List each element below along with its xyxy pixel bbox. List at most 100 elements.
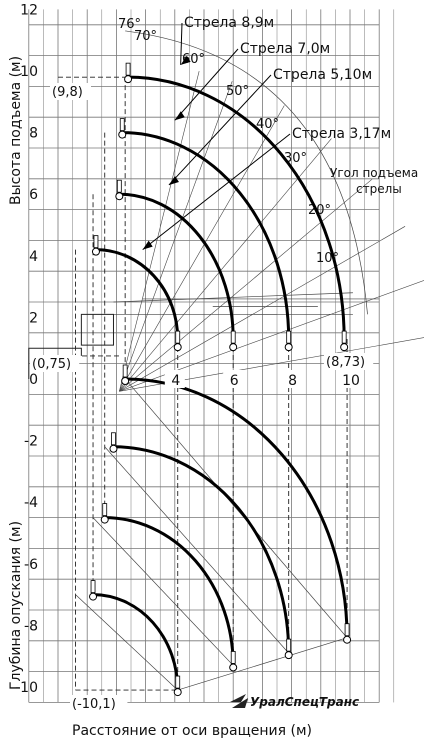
angle-caption-line1: Угол подъема xyxy=(330,166,418,180)
tick-labels: 12 10 8 6 4 2 0 -2 -4 -6 -8 -10 4 6 8 10 xyxy=(15,2,360,696)
hook-body xyxy=(90,580,96,593)
reach-curve-below xyxy=(113,445,291,654)
hook-ring xyxy=(124,75,133,84)
hook-body xyxy=(93,235,99,249)
annotations: (9,8) (0,75) (8,73) (-10,1) xyxy=(30,83,374,712)
hook-ring xyxy=(121,377,130,385)
angle-label: 30° xyxy=(284,151,307,166)
boom-leader-arrow xyxy=(180,55,191,65)
hook-body xyxy=(286,638,292,652)
hook-bottom xyxy=(173,330,182,352)
boom-leader-line xyxy=(180,22,183,65)
angle-ray xyxy=(119,226,406,392)
hook-body xyxy=(286,330,292,344)
annotation-label: (9,8) xyxy=(52,85,83,100)
boom-leader-line xyxy=(142,133,291,251)
hook-end xyxy=(173,675,182,697)
angle-ray xyxy=(119,71,200,392)
y-tick-label: -8 xyxy=(24,618,38,634)
hook-ring xyxy=(173,343,182,352)
x-tick-bg xyxy=(340,370,360,388)
y-tick-label: 10 xyxy=(20,64,38,80)
y-axis-label-top: Высота подъема (м) xyxy=(8,56,24,205)
angle-ray xyxy=(119,81,233,392)
hook-end xyxy=(343,623,352,644)
hook-top xyxy=(115,179,124,201)
hook-end xyxy=(229,651,238,672)
reach-curve-above xyxy=(128,75,346,339)
hook-ring xyxy=(284,651,293,660)
hook-top xyxy=(91,235,100,256)
y-tick-label: -10 xyxy=(15,680,38,696)
hook-ring xyxy=(118,130,127,139)
x-tick-bg xyxy=(223,370,244,388)
hook-ring xyxy=(229,663,238,672)
reach-curve-above xyxy=(122,131,291,339)
boom-leader-arrow xyxy=(168,175,179,185)
annotation-bg xyxy=(50,83,91,100)
angle-label: 50° xyxy=(226,84,249,99)
y-tick-label: 0 xyxy=(29,372,38,388)
boom-name-label: Стрела 5,10м xyxy=(273,67,372,83)
hook-start xyxy=(89,580,98,601)
hook-body xyxy=(230,330,236,344)
y-tick-label: -4 xyxy=(24,495,38,511)
hook-ring xyxy=(343,635,352,644)
x-tick-bg xyxy=(164,370,185,388)
boom-leader-arrow xyxy=(142,240,153,250)
angle-ray xyxy=(119,178,373,392)
hook-body xyxy=(119,118,125,131)
angle-ray xyxy=(119,105,285,392)
angle-label: 76° xyxy=(118,17,141,32)
boom-chord xyxy=(124,378,348,638)
hook-ring xyxy=(229,343,238,352)
hook-body xyxy=(116,179,122,193)
hook-ring xyxy=(340,343,349,352)
annotation-label: (0,75) xyxy=(32,357,71,372)
y-tick-label: -6 xyxy=(24,557,38,573)
hook-start xyxy=(100,503,109,524)
hook-body xyxy=(111,432,116,446)
crane-turret-icon xyxy=(80,313,114,346)
hook-ring xyxy=(115,192,124,201)
angle-label: 70° xyxy=(134,29,157,44)
reach-curve-above xyxy=(95,248,180,339)
x-tick-label: 8 xyxy=(288,373,297,389)
y-tick-label: 12 xyxy=(20,2,38,18)
brand-name: УралСпецТранс xyxy=(250,695,359,709)
hook-bottom xyxy=(340,330,349,352)
hook-body xyxy=(341,330,347,344)
boom-name-label: Стрела 3,17м xyxy=(292,126,391,142)
boom-name-label: Стрела 7,0м xyxy=(240,41,330,57)
boom-leader-line xyxy=(174,48,239,121)
angle-label: 60° xyxy=(182,52,205,67)
boom-name-label: Стрела 8,9м xyxy=(184,15,274,31)
y-tick-label: -2 xyxy=(24,434,38,450)
hook-ring xyxy=(109,444,118,453)
reach-curve-above xyxy=(119,192,235,339)
reach-curve-below xyxy=(104,516,235,666)
hook-ring xyxy=(91,247,100,256)
annotation-bg xyxy=(30,355,80,372)
grid xyxy=(28,9,395,703)
hook-body xyxy=(175,330,181,344)
x-tick-label: 4 xyxy=(171,373,180,389)
angle-caption-line2: стрелы xyxy=(356,182,402,196)
x-tick-label: 6 xyxy=(230,373,239,389)
boom-chord xyxy=(104,446,289,654)
angle-ray xyxy=(119,138,332,392)
x-tick-bg xyxy=(281,370,302,388)
x-axis-label: Расстояние от оси вращения (м) xyxy=(72,723,312,739)
annotation-bg xyxy=(70,695,128,712)
y-tick-label: 8 xyxy=(29,126,38,142)
hook-body xyxy=(102,503,108,517)
hook-body xyxy=(175,675,181,689)
hook-ring xyxy=(100,515,109,524)
hook-start xyxy=(109,432,118,453)
hook-bottom xyxy=(284,330,293,352)
hook-ring xyxy=(89,592,98,601)
hook-top xyxy=(124,62,133,84)
y-tick-label: 6 xyxy=(29,187,38,203)
angle-label: 40° xyxy=(256,117,279,132)
